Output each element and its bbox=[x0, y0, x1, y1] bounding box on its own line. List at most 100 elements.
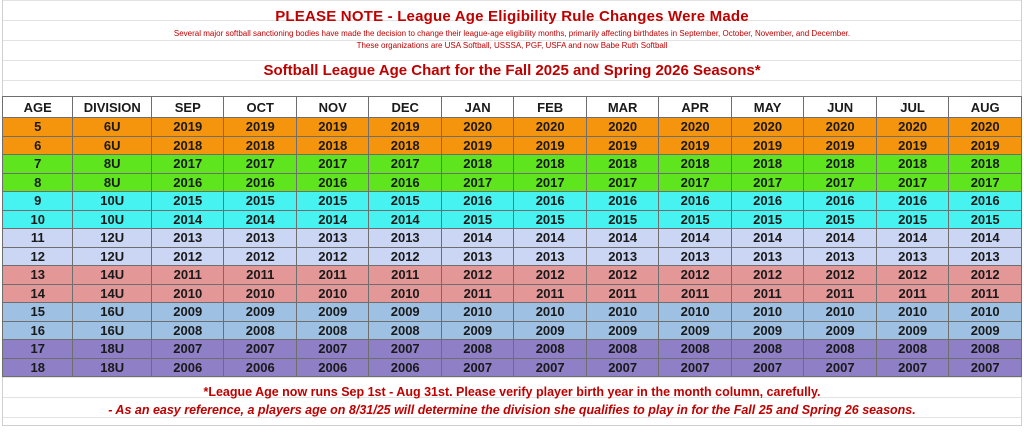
birth-year-cell: 2009 bbox=[295, 302, 370, 322]
birth-year-cell: 2011 bbox=[803, 283, 877, 303]
birth-year-cell: 2011 bbox=[440, 283, 515, 303]
division-cell: 10U bbox=[72, 191, 152, 211]
birth-year-cell: 2016 bbox=[730, 191, 805, 211]
birth-year-cell: 2009 bbox=[513, 320, 587, 340]
birth-year-cell: 2008 bbox=[585, 339, 660, 359]
age-cell: 16 bbox=[1, 320, 74, 340]
birth-year-cell: 2014 bbox=[440, 228, 515, 248]
birth-year-cell: 2011 bbox=[730, 283, 805, 303]
birth-year-cell: 2013 bbox=[585, 246, 660, 266]
birth-year-cell: 2019 bbox=[295, 117, 370, 137]
birth-year-cell: 2008 bbox=[150, 320, 225, 340]
birth-year-cell: 2017 bbox=[875, 172, 950, 192]
birth-year-cell: 2016 bbox=[295, 172, 370, 192]
birth-year-cell: 2018 bbox=[513, 154, 587, 174]
notice-line-2: These organizations are USA Softball, US… bbox=[356, 41, 668, 50]
division-cell: 12U bbox=[72, 246, 152, 266]
birth-year-cell: 2015 bbox=[730, 209, 805, 229]
birth-year-cell: 2015 bbox=[585, 209, 660, 229]
birth-year-cell: 2019 bbox=[368, 117, 442, 137]
birth-year-cell: 2011 bbox=[875, 283, 950, 303]
birth-year-cell: 2019 bbox=[948, 135, 1022, 155]
birth-year-cell: 2007 bbox=[658, 357, 732, 377]
column-header-division: DIVISION bbox=[72, 96, 152, 118]
birth-year-cell: 2014 bbox=[223, 209, 297, 229]
birth-year-cell: 2018 bbox=[440, 154, 515, 174]
birth-year-cell: 2011 bbox=[948, 283, 1022, 303]
birth-year-cell: 2012 bbox=[513, 265, 587, 285]
birth-year-cell: 2016 bbox=[440, 191, 515, 211]
column-header-feb: FEB bbox=[513, 96, 587, 118]
birth-year-cell: 2019 bbox=[440, 135, 515, 155]
birth-year-cell: 2012 bbox=[803, 265, 877, 285]
table-row: 8 8U 2016 2016 2016 2016 2017 2017 2017 2017 2017 2… bbox=[1, 172, 1022, 192]
column-header-jan: JAN bbox=[440, 96, 515, 118]
birth-year-cell: 2009 bbox=[440, 320, 515, 340]
table-row: 10 10U 2014 2014 2014 2014 2015 2015 2015 2015 201… bbox=[1, 209, 1022, 229]
column-header-jun: JUN bbox=[803, 96, 877, 118]
birth-year-cell: 2018 bbox=[875, 154, 950, 174]
birth-year-cell: 2007 bbox=[803, 357, 877, 377]
birth-year-cell: 2018 bbox=[730, 154, 805, 174]
birth-year-cell: 2010 bbox=[440, 302, 515, 322]
birth-year-cell: 2006 bbox=[295, 357, 370, 377]
birth-year-cell: 2010 bbox=[368, 283, 442, 303]
birth-year-cell: 2006 bbox=[223, 357, 297, 377]
birth-year-cell: 2007 bbox=[440, 357, 515, 377]
birth-year-cell: 2007 bbox=[875, 357, 950, 377]
birth-year-cell: 2017 bbox=[585, 172, 660, 192]
birth-year-cell: 2008 bbox=[513, 339, 587, 359]
birth-year-cell: 2009 bbox=[150, 302, 225, 322]
birth-year-cell: 2018 bbox=[150, 135, 225, 155]
birth-year-cell: 2012 bbox=[875, 265, 950, 285]
birth-year-cell: 2015 bbox=[440, 209, 515, 229]
birth-year-cell: 2019 bbox=[730, 135, 805, 155]
birth-year-cell: 2009 bbox=[948, 320, 1022, 340]
birth-year-cell: 2015 bbox=[223, 191, 297, 211]
birth-year-cell: 2007 bbox=[150, 339, 225, 359]
birth-year-cell: 2010 bbox=[948, 302, 1022, 322]
birth-year-cell: 2016 bbox=[150, 172, 225, 192]
birth-year-cell: 2020 bbox=[803, 117, 877, 137]
birth-year-cell: 2017 bbox=[150, 154, 225, 174]
age-cell: 18 bbox=[1, 357, 74, 377]
age-cell: 9 bbox=[1, 191, 74, 211]
birth-year-cell: 2019 bbox=[658, 135, 732, 155]
division-cell: 16U bbox=[72, 320, 152, 340]
birth-year-cell: 2007 bbox=[730, 357, 805, 377]
birth-year-cell: 2007 bbox=[295, 339, 370, 359]
division-cell: 14U bbox=[72, 265, 152, 285]
table-row: 12 12U 2012 2012 2012 2012 2013 2013 2013 2013 201… bbox=[1, 246, 1022, 266]
division-cell: 6U bbox=[72, 135, 152, 155]
column-header-age: AGE bbox=[1, 96, 74, 118]
birth-year-cell: 2018 bbox=[295, 135, 370, 155]
birth-year-cell: 2014 bbox=[585, 228, 660, 248]
chart-title: Softball League Age Chart for the Fall 2… bbox=[263, 62, 761, 79]
birth-year-cell: 2012 bbox=[295, 246, 370, 266]
birth-year-cell: 2010 bbox=[513, 302, 587, 322]
division-cell: 18U bbox=[72, 339, 152, 359]
table-row: 17 18U 2007 2007 2007 2007 2008 2008 2008 2008 200… bbox=[1, 339, 1022, 359]
birth-year-cell: 2010 bbox=[658, 302, 732, 322]
birth-year-cell: 2015 bbox=[150, 191, 225, 211]
table-row: 15 16U 2009 2009 2009 2009 2010 2010 2010 2010 201… bbox=[1, 302, 1022, 322]
birth-year-cell: 2017 bbox=[295, 154, 370, 174]
birth-year-cell: 2013 bbox=[803, 246, 877, 266]
birth-year-cell: 2014 bbox=[513, 228, 587, 248]
birth-year-cell: 2011 bbox=[295, 265, 370, 285]
birth-year-cell: 2018 bbox=[368, 135, 442, 155]
birth-year-cell: 2009 bbox=[223, 302, 297, 322]
birth-year-cell: 2012 bbox=[948, 265, 1022, 285]
footer-section: *League Age now runs Sep 1st - Aug 31st.… bbox=[2, 377, 1022, 426]
birth-year-cell: 2019 bbox=[875, 135, 950, 155]
table-row: 7 8U 2017 2017 2017 2017 2018 2018 2018 2018 2018 2… bbox=[1, 154, 1022, 174]
birth-year-cell: 2011 bbox=[658, 283, 732, 303]
age-cell: 15 bbox=[1, 302, 74, 322]
birth-year-cell: 2011 bbox=[368, 265, 442, 285]
birth-year-cell: 2013 bbox=[948, 246, 1022, 266]
birth-year-cell: 2012 bbox=[368, 246, 442, 266]
birth-year-cell: 2010 bbox=[223, 283, 297, 303]
table-row: 5 6U 2019 2019 2019 2019 2020 2020 2020 2020 2020 2… bbox=[1, 117, 1022, 137]
birth-year-cell: 2018 bbox=[223, 135, 297, 155]
